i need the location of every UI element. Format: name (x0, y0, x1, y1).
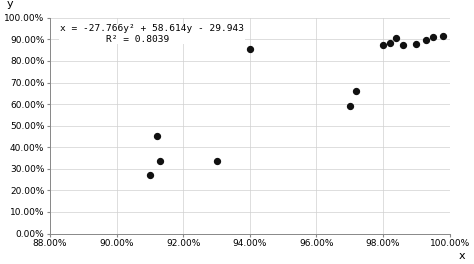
Point (429, 35, 437, 39)
Point (423, 38, 430, 43)
Text: x = -27.766y² + 58.614y - 29.943
        R² = 0.8039: x = -27.766y² + 58.614y - 29.943 R² = 0.… (60, 24, 244, 44)
Point (439, 34, 447, 38)
Point (153, 134, 160, 139)
Point (353, 89, 360, 93)
Point (412, 41, 420, 46)
Y-axis label: y: y (7, 0, 13, 9)
Point (213, 159, 220, 163)
Point (392, 36, 400, 40)
Point (379, 43, 387, 47)
Point (156, 159, 164, 163)
Point (399, 43, 407, 47)
Point (246, 47, 254, 51)
Point (346, 104, 354, 109)
Point (146, 173, 154, 177)
X-axis label: x: x (458, 251, 465, 261)
Point (386, 40, 393, 45)
